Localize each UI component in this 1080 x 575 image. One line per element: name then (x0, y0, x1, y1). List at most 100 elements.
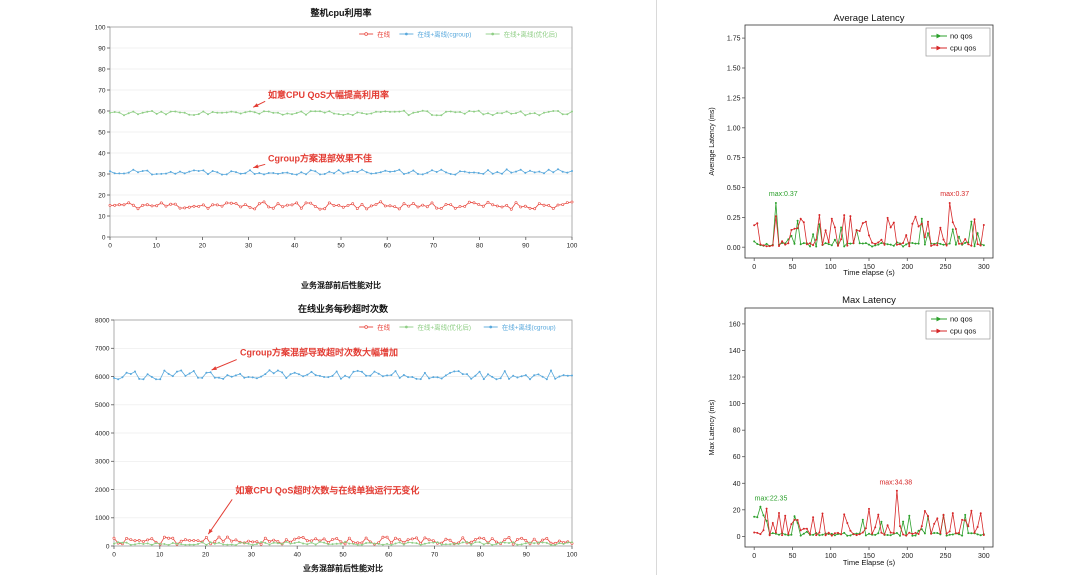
series-marker (171, 542, 174, 544)
series-marker (393, 205, 397, 209)
series-marker (301, 535, 305, 539)
series-marker (348, 376, 351, 379)
series-marker (268, 543, 271, 546)
series-marker (268, 540, 271, 543)
series-marker (951, 512, 954, 515)
series-marker (444, 543, 447, 546)
series-marker (389, 170, 391, 173)
series-marker (945, 244, 948, 247)
series-marker (892, 221, 895, 224)
series-marker (134, 370, 136, 373)
series-line-online-offline-optimized (109, 110, 573, 116)
series-marker (787, 533, 790, 535)
series-marker (790, 523, 793, 526)
series-marker (505, 203, 509, 207)
series-marker (840, 533, 843, 536)
y-tick-label: 0.25 (727, 215, 741, 222)
series-marker (239, 205, 243, 209)
series-marker (398, 168, 401, 171)
series-marker (188, 539, 192, 542)
series-marker (207, 173, 209, 176)
annotation: Cgroup方案混部效果不佳 (253, 152, 372, 169)
series-marker (556, 203, 560, 207)
series-marker (491, 114, 494, 117)
series-marker (305, 539, 309, 543)
y-tick-label: 8000 (95, 317, 110, 324)
series-marker (482, 378, 485, 381)
series-marker (440, 114, 443, 117)
annotation: max:34.38 (879, 480, 912, 487)
series-line-online-offline-cgroup (109, 168, 573, 176)
series-marker (188, 170, 191, 173)
series-marker (188, 543, 191, 546)
series-marker (267, 172, 270, 174)
series-marker (216, 171, 219, 174)
x-tick-label: 20 (202, 552, 210, 559)
series-marker (487, 541, 489, 544)
series-marker (253, 207, 257, 211)
series-marker (385, 535, 389, 539)
series-marker (193, 169, 195, 172)
series-marker (880, 520, 883, 523)
series-marker (411, 541, 414, 544)
series-marker (285, 377, 288, 379)
series-marker (398, 110, 401, 113)
annotation-text: max:0.37 (769, 191, 798, 198)
series-marker (402, 543, 405, 546)
series-marker (824, 534, 827, 537)
series-marker (448, 538, 452, 542)
series-marker (213, 376, 216, 379)
series-marker (289, 373, 292, 376)
y-tick-label: 0.50 (727, 185, 741, 192)
series-marker (478, 370, 481, 373)
series-marker (343, 542, 347, 546)
series-marker (328, 110, 331, 113)
series-marker (249, 110, 251, 113)
series-marker (235, 171, 237, 174)
series-marker (180, 543, 183, 546)
series-marker (469, 540, 473, 544)
series-marker (781, 534, 784, 537)
series-marker (394, 542, 397, 545)
series-marker (431, 169, 433, 172)
series-marker (403, 109, 405, 112)
legend-marker (491, 32, 495, 36)
series-marker (436, 541, 439, 544)
series-marker (840, 238, 843, 241)
series-marker (118, 111, 121, 114)
y-tick-label: 20 (733, 507, 741, 514)
series-marker (491, 172, 494, 175)
series-marker (933, 522, 936, 525)
series-marker (753, 224, 756, 227)
series-marker (771, 522, 774, 524)
series-marker (255, 377, 258, 380)
series-marker (979, 512, 982, 515)
series-marker (886, 216, 889, 219)
series-marker (793, 227, 796, 230)
series-marker (229, 201, 233, 205)
series-marker (454, 173, 457, 176)
series-marker (445, 110, 447, 113)
series-marker (818, 531, 821, 534)
series-marker (369, 204, 373, 208)
series-marker (864, 242, 867, 245)
series-marker (849, 215, 852, 218)
series-marker (458, 205, 462, 208)
series-marker (815, 534, 818, 537)
series-marker (858, 533, 861, 536)
series-marker (771, 244, 774, 247)
series-marker (802, 242, 805, 245)
series-marker (889, 534, 892, 537)
series-marker (537, 202, 541, 206)
series-marker (529, 169, 531, 172)
series-marker (109, 111, 111, 114)
x-tick-label: 40 (291, 243, 299, 250)
series-marker (812, 244, 815, 247)
series-marker (402, 374, 405, 376)
series-marker (982, 534, 985, 536)
series-marker (880, 242, 883, 244)
x-tick-label: 250 (940, 553, 952, 560)
series-marker (318, 540, 321, 543)
series-marker (812, 516, 815, 519)
series-marker (390, 374, 393, 377)
